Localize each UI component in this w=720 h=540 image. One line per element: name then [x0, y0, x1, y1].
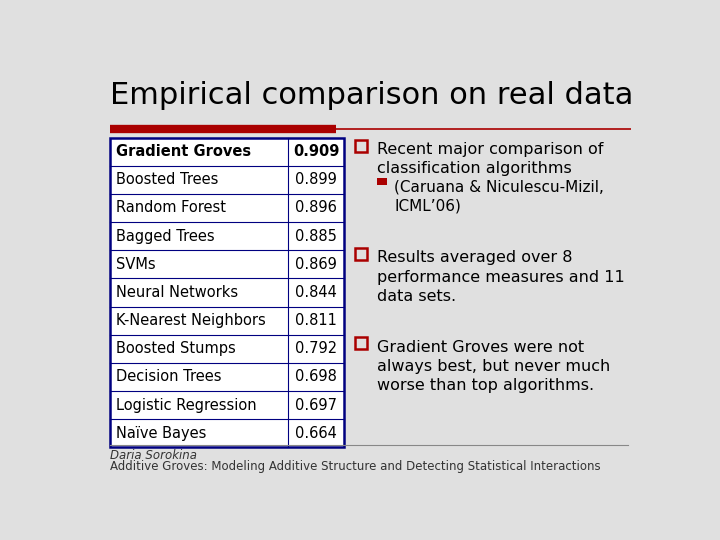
- Bar: [355, 248, 367, 260]
- Text: 0.885: 0.885: [295, 228, 337, 244]
- Text: SVMs: SVMs: [116, 257, 156, 272]
- Text: 0.896: 0.896: [295, 200, 337, 215]
- Text: 0.899: 0.899: [295, 172, 337, 187]
- Bar: [355, 338, 367, 349]
- Text: Naïve Bayes: Naïve Bayes: [116, 426, 207, 441]
- Text: Neural Networks: Neural Networks: [116, 285, 238, 300]
- Text: Additive Groves: Modeling Additive Structure and Detecting Statistical Interacti: Additive Groves: Modeling Additive Struc…: [109, 460, 600, 473]
- Text: (Caruana & Niculescu-Mizil,
ICML’06): (Caruana & Niculescu-Mizil, ICML’06): [394, 179, 604, 213]
- Text: Logistic Regression: Logistic Regression: [116, 397, 257, 413]
- Text: Boosted Stumps: Boosted Stumps: [116, 341, 236, 356]
- Text: Boosted Trees: Boosted Trees: [116, 172, 219, 187]
- Text: Decision Trees: Decision Trees: [116, 369, 222, 384]
- Text: Gradient Groves: Gradient Groves: [116, 144, 251, 159]
- Text: Results averaged over 8
performance measures and 11
data sets.: Results averaged over 8 performance meas…: [377, 251, 625, 303]
- Text: 0.792: 0.792: [295, 341, 337, 356]
- Text: K-Nearest Neighbors: K-Nearest Neighbors: [116, 313, 266, 328]
- Text: 0.869: 0.869: [295, 257, 337, 272]
- Text: Daria Sorokina: Daria Sorokina: [109, 449, 197, 462]
- Text: Gradient Groves were not
always best, but never much
worse than top algorithms.: Gradient Groves were not always best, bu…: [377, 340, 611, 393]
- Text: 0.664: 0.664: [295, 426, 337, 441]
- Text: 0.811: 0.811: [295, 313, 337, 328]
- Text: 0.844: 0.844: [295, 285, 337, 300]
- Text: Recent major comparison of
classification algorithms: Recent major comparison of classificatio…: [377, 142, 604, 177]
- Text: 0.909: 0.909: [293, 144, 339, 159]
- Text: 0.697: 0.697: [295, 397, 337, 413]
- Bar: [377, 178, 387, 185]
- Text: Random Forest: Random Forest: [116, 200, 226, 215]
- Text: Empirical comparison on real data: Empirical comparison on real data: [109, 82, 633, 111]
- Text: Bagged Trees: Bagged Trees: [116, 228, 215, 244]
- Bar: [355, 140, 367, 152]
- Text: 0.698: 0.698: [295, 369, 337, 384]
